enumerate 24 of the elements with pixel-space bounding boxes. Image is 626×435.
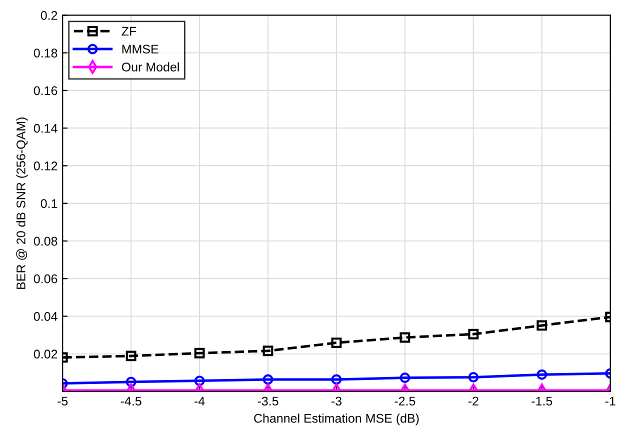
legend-label: MMSE xyxy=(122,44,158,54)
legend-label: ZF xyxy=(122,26,136,36)
x-tick-label: -2 xyxy=(468,396,478,406)
x-tick-label: -4 xyxy=(194,396,205,406)
y-axis-title: BER @ 20 dB SNR (256-QAM) xyxy=(16,118,28,289)
y-tick-label: 0.18 xyxy=(34,48,58,58)
y-tick-label: 0.12 xyxy=(34,162,58,170)
y-tick-label: 0.16 xyxy=(34,86,58,96)
x-tick-label: -2.5 xyxy=(394,396,416,406)
y-tick-label: 0.08 xyxy=(34,236,58,246)
y-tick-label: 0.06 xyxy=(34,274,58,284)
y-tick-label: 0.1 xyxy=(40,199,58,208)
y-tick-label: 0.02 xyxy=(34,350,58,359)
x-tick-label: -1.5 xyxy=(532,396,552,406)
y-tick-label: 0.14 xyxy=(34,124,58,133)
x-tick-label: -3.5 xyxy=(258,396,278,406)
x-axis-title: Channel Estimation MSE (dB) xyxy=(254,414,419,426)
y-tick-label: 0.04 xyxy=(34,312,58,321)
x-tick-label: -5 xyxy=(58,396,68,406)
x-tick-label: -3 xyxy=(331,396,342,406)
x-tick-label: -1 xyxy=(605,396,616,406)
y-tick-label: 0.2 xyxy=(40,11,58,20)
legend-label: Our Model xyxy=(122,62,179,72)
x-tick-label: -4.5 xyxy=(120,396,142,406)
